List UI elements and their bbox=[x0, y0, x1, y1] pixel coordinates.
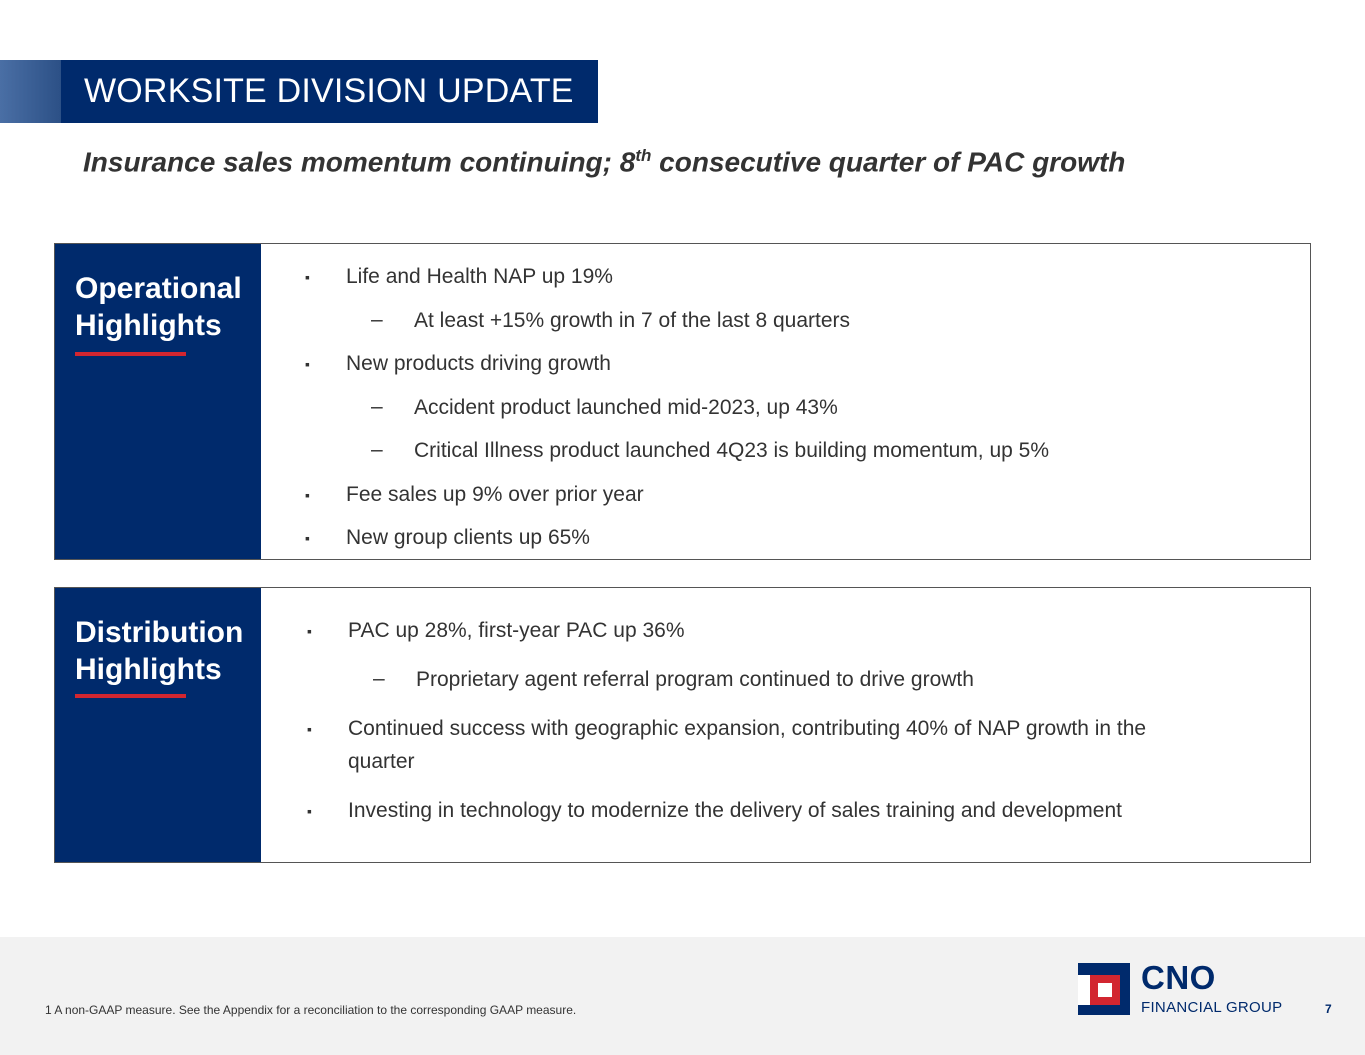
footnote: 1 A non-GAAP measure. See the Appendix f… bbox=[45, 1003, 577, 1017]
bullet-marker: ▪ bbox=[307, 721, 312, 737]
operational-side-panel: Operational Highlights bbox=[55, 244, 261, 559]
bullet-marker: ▪ bbox=[305, 487, 310, 503]
logo-wordmark: CNO bbox=[1141, 959, 1216, 996]
list-item-text: Proprietary agent referral program conti… bbox=[416, 668, 974, 691]
bullet-marker: ▪ bbox=[305, 356, 310, 372]
bullet-marker: ▪ bbox=[305, 269, 310, 285]
list-item-text: New group clients up 65% bbox=[346, 526, 590, 549]
list-item-text: PAC up 28%, first-year PAC up 36% bbox=[348, 619, 685, 642]
dash-marker: – bbox=[371, 438, 383, 461]
bullet-marker: ▪ bbox=[307, 803, 312, 819]
slide-title: WORKSITE DIVISION UPDATE bbox=[84, 72, 574, 110]
subtitle-post: consecutive quarter of PAC growth bbox=[651, 146, 1126, 178]
distribution-highlights-box: Distribution Highlights ▪ PAC up 28%, fi… bbox=[54, 587, 1311, 863]
list-item-text: Life and Health NAP up 19% bbox=[346, 265, 613, 288]
list-item-text: Fee sales up 9% over prior year bbox=[346, 483, 644, 506]
dash-marker: – bbox=[371, 395, 383, 418]
logo-subtext: FINANCIAL GROUP bbox=[1141, 999, 1283, 1016]
list-item-text: Critical Illness product launched 4Q23 i… bbox=[414, 439, 1049, 462]
dash-marker: – bbox=[373, 667, 385, 690]
subtitle-superscript: th bbox=[635, 146, 652, 165]
subtitle-pre: Insurance sales momentum continuing; 8 bbox=[83, 146, 636, 178]
distribution-heading-underline bbox=[75, 694, 186, 698]
slide-subtitle: Insurance sales momentum continuing; 8th… bbox=[83, 146, 1125, 178]
operational-highlights-box: Operational Highlights ▪ Life and Health… bbox=[54, 243, 1311, 560]
list-item-text: At least +15% growth in 7 of the last 8 … bbox=[414, 309, 850, 332]
list-item-text: Continued success with geographic expans… bbox=[348, 717, 1147, 773]
logo-gap bbox=[1078, 975, 1090, 1005]
dash-marker: – bbox=[371, 308, 383, 331]
slide-title-bar: WORKSITE DIVISION UPDATE bbox=[61, 60, 598, 123]
distribution-heading: Distribution Highlights bbox=[75, 616, 244, 686]
slide-footer: 1 A non-GAAP measure. See the Appendix f… bbox=[0, 937, 1365, 1055]
logo-white-square bbox=[1098, 983, 1112, 997]
page-number: 7 bbox=[1325, 1002, 1332, 1016]
cno-logo-icon bbox=[1078, 963, 1130, 1015]
list-item-text: Investing in technology to modernize the… bbox=[348, 799, 1122, 822]
title-accent-block bbox=[0, 60, 61, 123]
bullet-marker: ▪ bbox=[307, 623, 312, 639]
operational-heading-underline bbox=[75, 352, 186, 356]
distribution-side-panel: Distribution Highlights bbox=[55, 588, 261, 862]
list-item-text: New products driving growth bbox=[346, 352, 611, 375]
bullet-marker: ▪ bbox=[305, 530, 310, 546]
list-item-text: Accident product launched mid-2023, up 4… bbox=[414, 396, 838, 419]
operational-heading: Operational Highlights bbox=[75, 272, 242, 342]
